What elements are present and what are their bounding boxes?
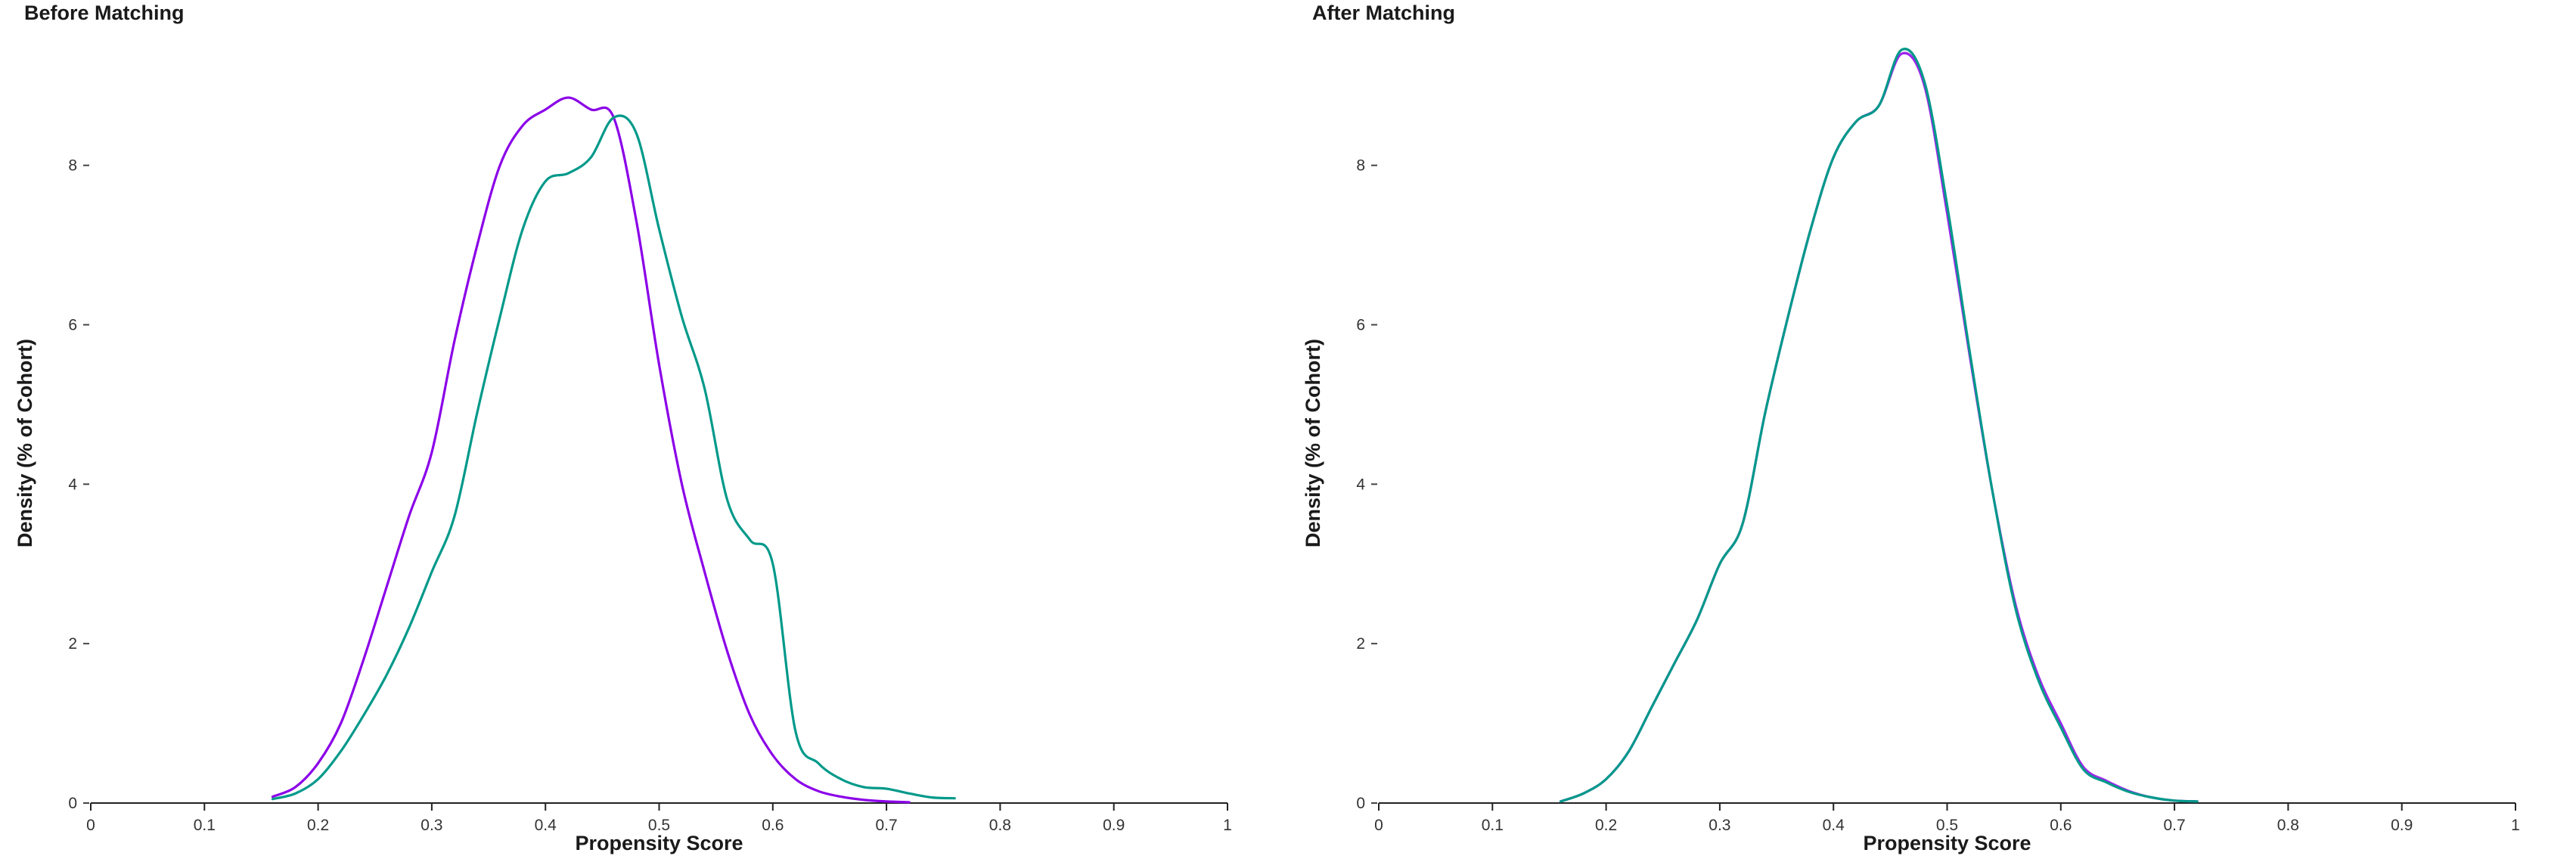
after-matching-plot: 0 0.1 0.2 0.3 0.4 0.5 0.6 0.7 0.8 0.9 1 0 2 4 6 8 Propen… xyxy=(1302,48,2520,854)
before-matching-plot: 0 0.1 0.2 0.3 0.4 0.5 0.6 0.7 0.8 0.9 1 0 2 4 6 8 Propen… xyxy=(14,96,1232,854)
x-tick-label: 0.4 xyxy=(1823,817,1845,834)
y-tick-label: 6 xyxy=(68,317,77,334)
x-tick-label: 1 xyxy=(1223,817,1232,834)
x-tick-label: 0.5 xyxy=(648,817,670,834)
x-tick-label: 0.1 xyxy=(194,817,216,834)
x-tick-label: 0.7 xyxy=(2163,817,2185,834)
x-tick-label: 1 xyxy=(2511,817,2520,834)
x-tick-label: 0 xyxy=(86,817,95,834)
x-tick-label: 0.2 xyxy=(307,817,329,834)
y-tick-label: 4 xyxy=(1356,476,1365,493)
series-line-2 xyxy=(271,114,956,801)
y-tick-label: 2 xyxy=(1356,635,1365,653)
y-axis-title: Density (% of Cohort) xyxy=(1302,339,1324,547)
y-tick-label: 4 xyxy=(68,476,77,493)
y-tick-label: 0 xyxy=(1356,795,1365,812)
x-tick-label: 0 xyxy=(1374,817,1383,834)
x-axis-title: Propensity Score xyxy=(575,832,743,854)
y-tick-label: 8 xyxy=(68,157,77,175)
y-axis-title: Density (% of Cohort) xyxy=(14,339,36,547)
series-line-1 xyxy=(271,96,911,804)
x-tick-label: 0.6 xyxy=(2050,817,2072,834)
x-tick-label: 0.8 xyxy=(2277,817,2299,834)
y-tick-label: 0 xyxy=(68,795,77,812)
chart-title: After Matching xyxy=(1312,2,1455,24)
x-tick-label: 0.4 xyxy=(535,817,557,834)
y-tick-label: 2 xyxy=(68,635,77,653)
x-tick-label: 0.7 xyxy=(875,817,897,834)
x-tick-label: 0.6 xyxy=(762,817,784,834)
x-tick-label: 0.5 xyxy=(1936,817,1958,834)
series-line-1 xyxy=(1559,51,2199,803)
y-tick-label: 6 xyxy=(1356,317,1365,334)
x-tick-label: 0.8 xyxy=(989,817,1011,834)
x-tick-label: 0.9 xyxy=(1103,817,1125,834)
x-tick-label: 0.3 xyxy=(421,817,442,834)
after-matching-panel: After Matching 0 0.1 0.2 0.3 0.4 0.5 0.6 0.7 0.8… xyxy=(1288,0,2576,859)
x-tick-label: 0.1 xyxy=(1482,817,1504,834)
x-axis-title: Propensity Score xyxy=(1863,832,2031,854)
x-tick-label: 0.2 xyxy=(1595,817,1617,834)
series-line-2 xyxy=(1559,48,2199,803)
chart-title: Before Matching xyxy=(24,2,185,24)
x-tick-label: 0.9 xyxy=(2391,817,2413,834)
before-matching-panel: Before Matching 0 0.1 0.2 0.3 0.4 0.5 0.6 0.7 0.… xyxy=(14,2,1232,854)
x-tick-label: 0.3 xyxy=(1709,817,1730,834)
y-tick-label: 8 xyxy=(1356,157,1365,175)
